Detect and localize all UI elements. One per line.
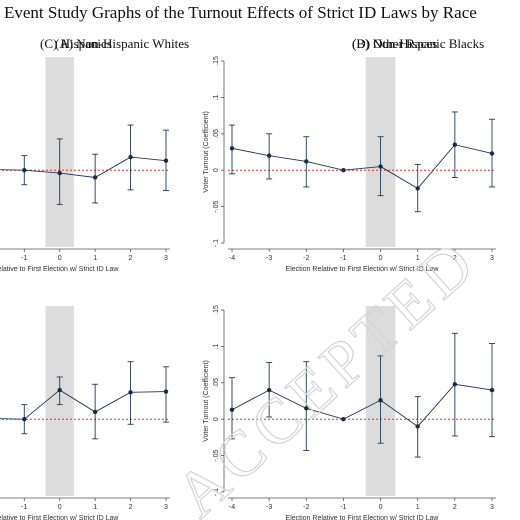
series-line — [231, 144, 493, 189]
x-tick-label: 0 — [379, 504, 383, 511]
x-tick-label: 2 — [129, 504, 133, 511]
data-point — [452, 382, 458, 387]
y-tick-label: -.1 — [213, 488, 220, 496]
x-tick-label: -3 — [266, 255, 272, 262]
data-point — [489, 387, 495, 393]
series-line — [0, 389, 167, 420]
x-tick-label: 2 — [453, 504, 457, 511]
x-axis-label: Election Relative to First Election w/ S… — [0, 266, 119, 273]
data-point — [229, 407, 235, 412]
x-tick-label: -2 — [303, 255, 309, 262]
x-tick-label: 3 — [490, 255, 494, 262]
panel-title: (A) Non-Hispanic Whites — [55, 36, 189, 51]
x-tick-label: 3 — [164, 504, 168, 511]
y-axis-label: Voter Turnout (Coefficient) — [203, 111, 210, 193]
x-tick-label: -3 — [266, 504, 272, 511]
x-tick-label: 0 — [58, 255, 62, 262]
x-tick-label: -1 — [340, 504, 346, 511]
x-tick-label: -1 — [21, 255, 27, 262]
y-tick-label: .05 — [213, 378, 220, 388]
data-point — [229, 146, 235, 151]
data-point — [22, 417, 27, 422]
data-point — [489, 151, 495, 156]
x-axis-label: Election Relative to First Election w/ S… — [0, 515, 119, 520]
y-tick-label: .1 — [213, 94, 220, 100]
data-point — [163, 158, 169, 163]
data-point — [378, 398, 383, 403]
data-point — [128, 390, 133, 395]
data-point — [304, 159, 309, 164]
data-point — [452, 142, 458, 147]
x-tick-label: -1 — [340, 255, 346, 262]
chart-panel: (B) Non-Hispanic Blacks -.1 -.05 0 .05 .1 .15 V… — [203, 36, 496, 273]
data-point — [415, 186, 420, 191]
x-tick-label: 1 — [93, 255, 97, 262]
data-point — [415, 424, 420, 429]
x-axis-label: Election Relative to First Election w/ S… — [286, 515, 440, 520]
x-tick-label: -1 — [21, 504, 27, 511]
chart-panel: (A) Non-Hispanic Whites-.1-.050.05.1.15V… — [0, 36, 189, 273]
y-tick-label: -.05 — [213, 449, 220, 461]
series-line — [231, 383, 493, 428]
figure-title: Event Study Graphs of the Turnout Effect… — [4, 3, 477, 22]
x-tick-label: 0 — [379, 255, 383, 262]
y-tick-label: -.05 — [213, 200, 220, 212]
x-axis-label: Election Relative to First Election w/ S… — [286, 266, 440, 273]
panel-title: (B) Non-Hispanic Blacks — [352, 36, 484, 51]
data-point — [266, 153, 272, 158]
data-point — [341, 417, 346, 422]
x-tick-label: 1 — [416, 504, 420, 511]
data-point — [22, 168, 27, 173]
y-tick-label: 0 — [213, 168, 220, 172]
y-tick-label: .05 — [213, 129, 220, 139]
data-point — [92, 409, 98, 415]
panel-title: (D) Other Races — [352, 36, 437, 51]
y-tick-label: .15 — [213, 56, 220, 66]
x-tick-label: -2 — [303, 504, 309, 511]
x-tick-label: 2 — [453, 255, 457, 262]
data-point — [57, 170, 62, 176]
y-tick-label: .1 — [213, 343, 220, 349]
data-point — [57, 387, 62, 393]
data-point — [163, 389, 169, 394]
x-tick-label: 1 — [416, 255, 420, 262]
panel-title: (C) Hispanics — [40, 36, 112, 51]
x-tick-label: -4 — [229, 255, 235, 262]
x-tick-label: 3 — [490, 504, 494, 511]
data-point — [128, 154, 133, 160]
data-point — [304, 406, 309, 411]
data-point — [266, 387, 272, 393]
y-tick-label: .15 — [213, 305, 220, 315]
chart-panel: (D) Other Races -.1 -.05 0 .05 .1 .15 Voter Tur… — [203, 36, 496, 520]
y-tick-label: 0 — [213, 417, 220, 421]
data-point — [341, 168, 346, 173]
x-tick-label: 3 — [164, 255, 168, 262]
x-tick-label: 1 — [93, 504, 97, 511]
data-point — [378, 164, 383, 169]
y-tick-label: -.1 — [213, 239, 220, 247]
series-line — [0, 156, 167, 178]
x-tick-label: 0 — [58, 504, 62, 511]
data-point — [92, 175, 98, 180]
y-axis-label: Voter Turnout (Coefficient) — [203, 360, 210, 442]
x-tick-label: 2 — [129, 255, 133, 262]
x-tick-label: -4 — [229, 504, 235, 511]
